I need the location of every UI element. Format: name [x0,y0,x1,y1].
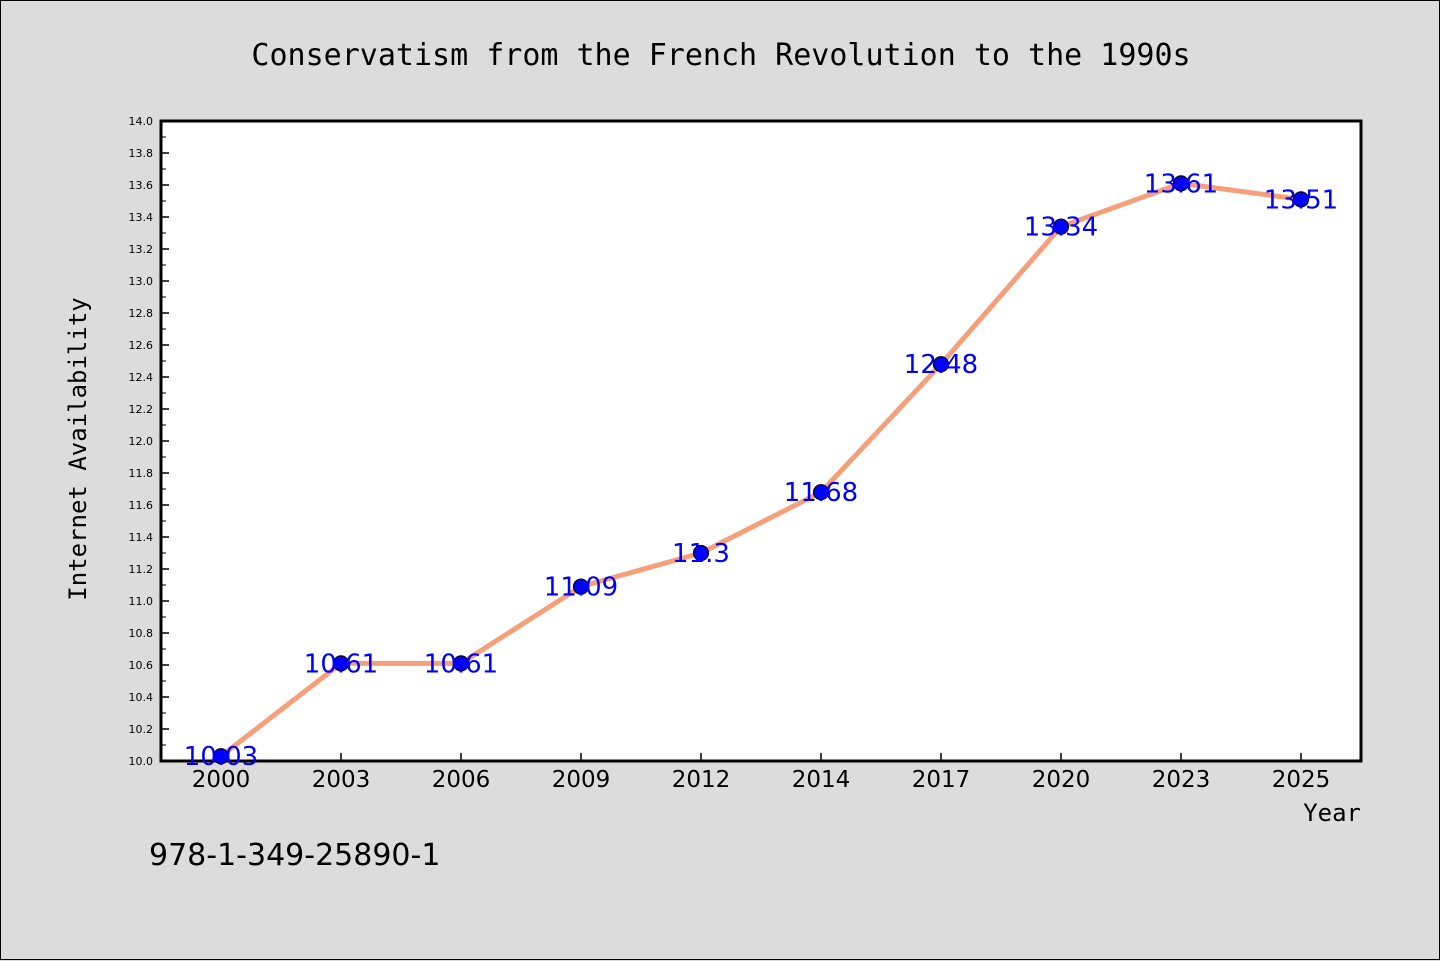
x-axis-label: Year [1303,799,1361,827]
y-tick-label: 10.4 [129,691,154,704]
y-tick-label: 12.2 [129,403,154,416]
y-tick-label: 12.4 [129,371,154,384]
data-label: 10.03 [184,742,258,772]
data-point [1292,191,1310,208]
series-line [218,180,1304,759]
y-tick-label: 10.2 [129,723,154,736]
points-group [212,175,1310,765]
data-label: 13.34 [1024,213,1098,243]
x-tick-label: 2014 [792,767,851,793]
x-tick-label: 2023 [1152,767,1211,793]
y-tick-label: 13.6 [129,179,154,192]
x-tick-label: 2000 [192,767,251,793]
data-label: 12.48 [904,350,978,380]
data-point [452,655,470,672]
y-tick-label: 13.4 [129,211,154,224]
data-point [692,544,710,562]
x-tick-label: 2020 [1032,767,1091,793]
y-tick-label: 11.0 [129,595,154,608]
y-tick-label: 13.8 [129,147,154,160]
x-tick-label: 2003 [312,767,371,793]
y-tick-label: 10.6 [129,659,154,672]
data-label: 11.68 [784,478,858,508]
x-tick-label: 2012 [672,767,731,793]
data-label: 10.61 [304,649,378,679]
data-point [1052,218,1070,235]
data-label: 13.51 [1264,185,1338,215]
y-tick-label: 11.2 [129,563,154,576]
y-tick-label: 10.0 [129,755,154,768]
y-tick-label: 11.4 [129,531,154,544]
x-tick-label: 2006 [432,767,491,793]
x-tick-label: 2017 [912,767,971,793]
data-point [932,356,950,373]
y-tick-label: 11.8 [129,467,154,480]
data-label: 13.61 [1144,169,1218,199]
x-tick-label: 2025 [1272,767,1331,793]
y-tick-label: 13.2 [129,243,154,256]
y-tick-label: 12.8 [129,307,154,320]
y-tick-label: 12.0 [129,435,154,448]
y-tick-label: 14.0 [129,115,154,128]
data-point [1172,175,1190,192]
data-label: 11.09 [544,573,618,603]
isbn-text: 978-1-349-25890-1 [149,838,440,873]
x-axis-ticks: 2000 2003 2006 2009 2012 2014 2017 2020 2023 2025 [192,753,1331,793]
y-tick-label: 12.6 [129,339,154,352]
series-group [218,180,1304,759]
data-point [332,655,350,672]
data-point [812,484,830,501]
y-axis-label: Internet Availability [64,297,92,600]
data-point [572,578,590,595]
y-axis-ticks: 10.0 10.2 10.4 10.6 10.8 11.0 11.2 11.4 11.6 11.8… [129,115,169,768]
y-tick-label: 11.6 [129,499,154,512]
x-tick-label: 2009 [552,767,611,793]
chart-title: Conservatism from the French Revolution … [251,38,1190,73]
data-point [212,748,230,765]
plot-area [159,119,1363,763]
y-tick-label: 10.8 [129,627,154,640]
data-label: 11.3 [672,539,730,569]
data-labels-group: 10.03 10.61 10.61 11.09 11.3 11.68 12.48 13.34 1… [184,169,1338,772]
y-tick-label: 13.0 [129,275,154,288]
data-label: 10.61 [424,649,498,679]
